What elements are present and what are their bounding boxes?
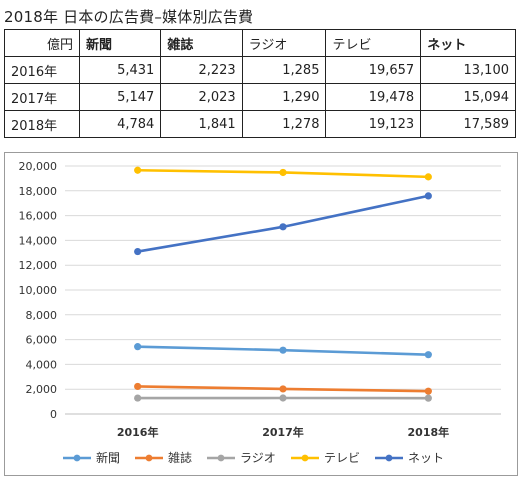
table-cell: 2,023 xyxy=(160,83,243,111)
data-point xyxy=(134,166,142,174)
table-header-cell: 雑誌 xyxy=(160,29,243,57)
table-cell: 1,278 xyxy=(241,110,327,138)
table-cell: 1,285 xyxy=(241,56,327,84)
y-tick-label: 2,000 xyxy=(26,383,58,396)
table-row: 2016年 5,431 2,223 1,285 19,657 13,100 xyxy=(4,56,516,84)
table-cell: 19,123 xyxy=(325,110,422,138)
table-header-cell: テレビ xyxy=(325,29,422,57)
y-tick-label: 18,000 xyxy=(19,185,58,198)
table-header-row: 億円 新聞 雑誌 ラジオ テレビ ネット xyxy=(4,29,516,57)
data-point xyxy=(279,385,287,393)
legend-swatch-marker xyxy=(217,454,225,462)
y-tick-label: 10,000 xyxy=(19,284,58,297)
table-cell: 19,657 xyxy=(325,56,422,84)
table-cell: 15,094 xyxy=(420,83,516,111)
data-table: 億円 新聞 雑誌 ラジオ テレビ ネット 2016年 5,431 2,223 1… xyxy=(4,29,516,138)
y-tick-label: 8,000 xyxy=(26,309,58,322)
table-corner-unit: 億円 xyxy=(4,29,80,57)
data-point xyxy=(424,192,432,200)
line-chart: 0 2,000 4,000 6,000 8,000 10,000 12,000 14,000 1… xyxy=(4,152,518,476)
table-row: 2017年 5,147 2,023 1,290 19,478 15,094 xyxy=(4,83,516,111)
table-cell: 19,478 xyxy=(325,83,422,111)
table-cell: 17,589 xyxy=(420,110,516,138)
data-point xyxy=(134,343,142,351)
table-row-label: 2017年 xyxy=(4,83,80,111)
data-point xyxy=(279,346,287,354)
legend-swatch-marker xyxy=(385,454,393,462)
legend-swatch-marker xyxy=(145,454,153,462)
data-point xyxy=(424,394,432,402)
legend-label: 雑誌 xyxy=(168,450,192,465)
legend-swatch-marker xyxy=(73,454,81,462)
table-header-cell: 新聞 xyxy=(78,29,162,57)
y-tick-label: 20,000 xyxy=(19,160,58,173)
x-tick-label: 2018年 xyxy=(408,425,450,439)
table-cell: 1,841 xyxy=(160,110,243,138)
legend-swatch-marker xyxy=(301,454,309,462)
y-tick-label: 4,000 xyxy=(26,358,58,371)
chart-svg: 0 2,000 4,000 6,000 8,000 10,000 12,000 14,000 1… xyxy=(19,160,501,465)
data-point xyxy=(279,394,287,402)
table-row-label: 2018年 xyxy=(4,110,80,138)
table-row: 2018年 4,784 1,841 1,278 19,123 17,589 xyxy=(4,110,516,138)
table-header-cell: ラジオ xyxy=(241,29,327,57)
data-point xyxy=(279,223,287,231)
page-title: 2018年 日本の広告費–媒体別広告費 xyxy=(4,8,254,26)
legend-label: テレビ xyxy=(324,451,360,465)
legend-label: ネット xyxy=(408,451,444,465)
table-row-label: 2016年 xyxy=(4,56,80,84)
y-tick-label: 16,000 xyxy=(19,210,58,223)
table-cell: 2,223 xyxy=(160,56,243,84)
data-point xyxy=(134,394,142,402)
y-tick-label: 0 xyxy=(50,408,57,421)
table-cell: 1,290 xyxy=(241,83,327,111)
y-tick-label: 14,000 xyxy=(19,234,58,247)
y-tick-label: 12,000 xyxy=(19,259,58,272)
x-tick-label: 2016年 xyxy=(117,425,159,439)
data-point xyxy=(279,168,287,177)
legend-label: 新聞 xyxy=(96,450,120,465)
data-point xyxy=(424,351,432,359)
data-point xyxy=(134,382,142,391)
y-tick-label: 6,000 xyxy=(26,334,58,347)
data-point xyxy=(134,247,142,256)
x-tick-label: 2017年 xyxy=(262,425,304,439)
table-cell: 5,431 xyxy=(78,56,162,84)
data-point xyxy=(424,173,432,181)
legend-label: ラジオ xyxy=(240,451,276,465)
table-cell: 4,784 xyxy=(78,110,162,138)
table-cell: 13,100 xyxy=(420,56,516,84)
table-header-cell: ネット xyxy=(420,29,516,57)
data-point xyxy=(424,387,432,395)
table-cell: 5,147 xyxy=(78,83,162,111)
